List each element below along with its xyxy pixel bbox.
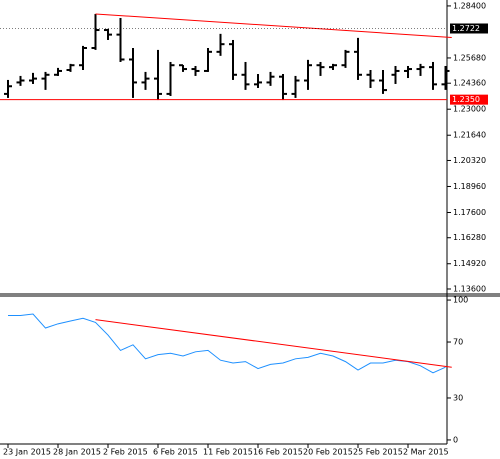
x-tick-label: 25 Feb 2015 bbox=[353, 448, 403, 457]
level-label-box bbox=[450, 94, 488, 105]
y-tick-label: 1.18960 bbox=[453, 182, 486, 191]
y-tick-label: 70 bbox=[453, 338, 463, 347]
x-tick-label: 6 Feb 2015 bbox=[153, 448, 198, 457]
x-tick-label: 2 Mar 2015 bbox=[403, 448, 449, 457]
y-tick-label: 1.13600 bbox=[453, 284, 486, 293]
y-tick-label: 1.14920 bbox=[453, 259, 486, 268]
level-label: 1.2722 bbox=[452, 24, 480, 33]
x-tick-label: 23 Jan 2015 bbox=[3, 448, 51, 457]
trendline bbox=[95, 319, 452, 368]
x-tick-label: 11 Feb 2015 bbox=[203, 448, 253, 457]
indicator-line bbox=[8, 313, 446, 374]
y-tick-label: 30 bbox=[453, 393, 463, 402]
y-tick-label: 1.17600 bbox=[453, 208, 486, 217]
x-tick-label: 2 Feb 2015 bbox=[103, 448, 148, 457]
x-tick-label: 16 Feb 2015 bbox=[253, 448, 303, 457]
y-tick-label: 1.23000 bbox=[453, 105, 486, 114]
trendline bbox=[95, 13, 452, 38]
y-tick-label: 1.24360 bbox=[453, 79, 486, 88]
plot-background bbox=[0, 0, 447, 459]
y-tick-label: 100 bbox=[453, 296, 468, 305]
y-tick-label: 1.21640 bbox=[453, 131, 486, 140]
x-tick-label: 28 Jan 2015 bbox=[53, 448, 101, 457]
y-tick-label: 1.20320 bbox=[453, 156, 486, 165]
y-tick-label: 1.25680 bbox=[453, 53, 486, 62]
y-tick-label: 0 bbox=[453, 435, 458, 444]
level-label: 1.2350 bbox=[452, 95, 480, 104]
y-tick-label: 1.28400 bbox=[453, 1, 486, 10]
y-tick-label: 1.16280 bbox=[453, 233, 486, 242]
level-label-box bbox=[450, 23, 488, 34]
x-tick-label: 20 Feb 2015 bbox=[303, 448, 353, 457]
